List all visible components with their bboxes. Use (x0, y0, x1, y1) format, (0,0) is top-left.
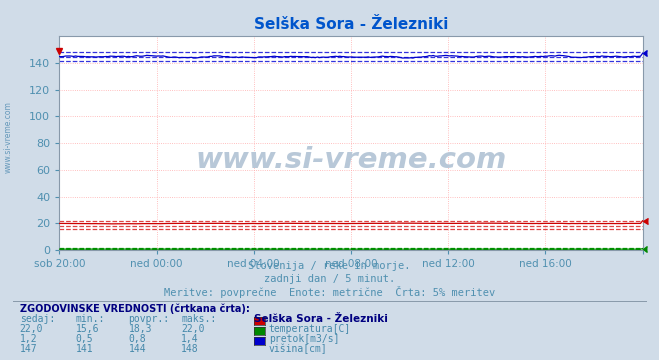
Text: 15,6: 15,6 (76, 324, 100, 334)
Text: 22,0: 22,0 (20, 324, 43, 334)
Text: 1,2: 1,2 (20, 334, 38, 344)
Text: pretok[m3/s]: pretok[m3/s] (269, 334, 339, 344)
Text: 1,4: 1,4 (181, 334, 199, 344)
Text: 147: 147 (20, 344, 38, 354)
Text: povpr.:: povpr.: (129, 314, 169, 324)
Text: višina[cm]: višina[cm] (269, 344, 328, 355)
Text: Meritve: povprečne  Enote: metrične  Črta: 5% meritev: Meritve: povprečne Enote: metrične Črta:… (164, 286, 495, 298)
Text: temperatura[C]: temperatura[C] (269, 324, 351, 334)
Text: www.si-vreme.com: www.si-vreme.com (4, 101, 13, 173)
Text: 141: 141 (76, 344, 94, 354)
Text: Slovenija / reke in morje.: Slovenija / reke in morje. (248, 261, 411, 271)
Text: 0,8: 0,8 (129, 334, 146, 344)
Title: Selška Sora - Železniki: Selška Sora - Železniki (254, 17, 448, 32)
Text: Selška Sora - Železniki: Selška Sora - Železniki (254, 314, 387, 324)
Text: 148: 148 (181, 344, 199, 354)
Text: ZGODOVINSKE VREDNOSTI (črtkana črta):: ZGODOVINSKE VREDNOSTI (črtkana črta): (20, 303, 250, 314)
Text: min.:: min.: (76, 314, 105, 324)
Text: 18,3: 18,3 (129, 324, 152, 334)
Text: www.si-vreme.com: www.si-vreme.com (195, 146, 507, 174)
Text: 0,5: 0,5 (76, 334, 94, 344)
Text: sedaj:: sedaj: (20, 314, 55, 324)
Text: zadnji dan / 5 minut.: zadnji dan / 5 minut. (264, 274, 395, 284)
Text: 144: 144 (129, 344, 146, 354)
Text: 22,0: 22,0 (181, 324, 205, 334)
Text: maks.:: maks.: (181, 314, 216, 324)
